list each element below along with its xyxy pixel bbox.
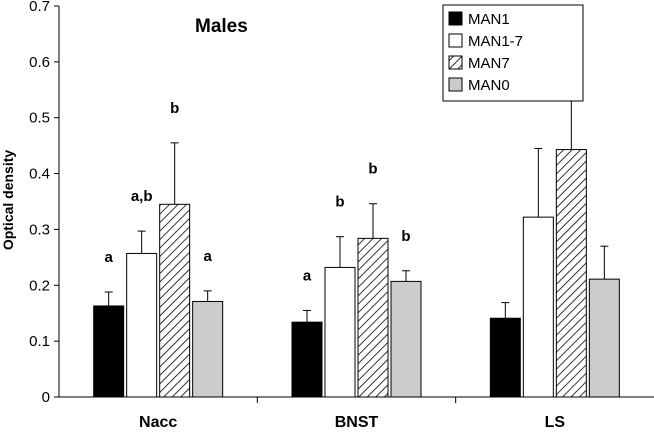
axes-layer: 0 0.1 0.2 0.3 0.4 0.5 0.6 0.7 Nacc BNST LS — [29, 0, 654, 431]
legend: MAN1 MAN1-7 MAN7 MAN0 — [442, 4, 584, 102]
legend-label: MAN7 — [468, 55, 510, 72]
y-tick-label: 0.5 — [29, 110, 50, 127]
y-tick-label: 0.6 — [29, 54, 50, 71]
y-tick-label: 0 — [42, 389, 50, 406]
y-tick-label: 0.1 — [29, 333, 50, 350]
bar — [588, 278, 620, 398]
legend-frame — [442, 4, 584, 102]
bar — [192, 300, 224, 398]
y-axis-label: Optical density — [0, 150, 16, 251]
labels-layer: a a,b b a a b b b — [104, 100, 410, 285]
significance-label: b — [401, 228, 410, 245]
significance-label: b — [368, 161, 377, 178]
significance-label: b — [335, 194, 344, 211]
bar — [390, 280, 422, 398]
significance-label: a,b — [131, 188, 153, 205]
legend-label: MAN0 — [468, 77, 510, 94]
bar — [93, 305, 125, 398]
x-category-label: Nacc — [139, 414, 177, 431]
bar — [291, 321, 323, 398]
bar — [489, 317, 521, 398]
bar — [324, 266, 356, 398]
legend-label: MAN1-7 — [468, 33, 523, 50]
chart-title: Males — [195, 16, 248, 37]
y-tick-label: 0.2 — [29, 277, 50, 294]
x-category-label: LS — [545, 414, 566, 431]
legend-swatch — [448, 55, 463, 70]
significance-label: a — [203, 248, 212, 265]
y-tick-label: 0.3 — [29, 221, 50, 238]
bar — [159, 203, 191, 398]
bar — [126, 252, 158, 398]
legend-label: MAN1 — [468, 11, 510, 28]
x-category-label: BNST — [335, 414, 379, 431]
bars-layer — [93, 27, 620, 398]
significance-label: b — [170, 100, 179, 117]
y-tick-label: 0.7 — [29, 0, 50, 15]
legend-swatch — [448, 33, 463, 48]
bar — [522, 216, 554, 398]
legend-swatch — [448, 11, 463, 26]
y-tick-label: 0.4 — [29, 166, 50, 183]
legend-swatch — [448, 77, 463, 92]
bar — [555, 149, 587, 398]
significance-label: a — [303, 267, 312, 284]
bar — [357, 237, 389, 398]
significance-label: a — [104, 249, 113, 266]
